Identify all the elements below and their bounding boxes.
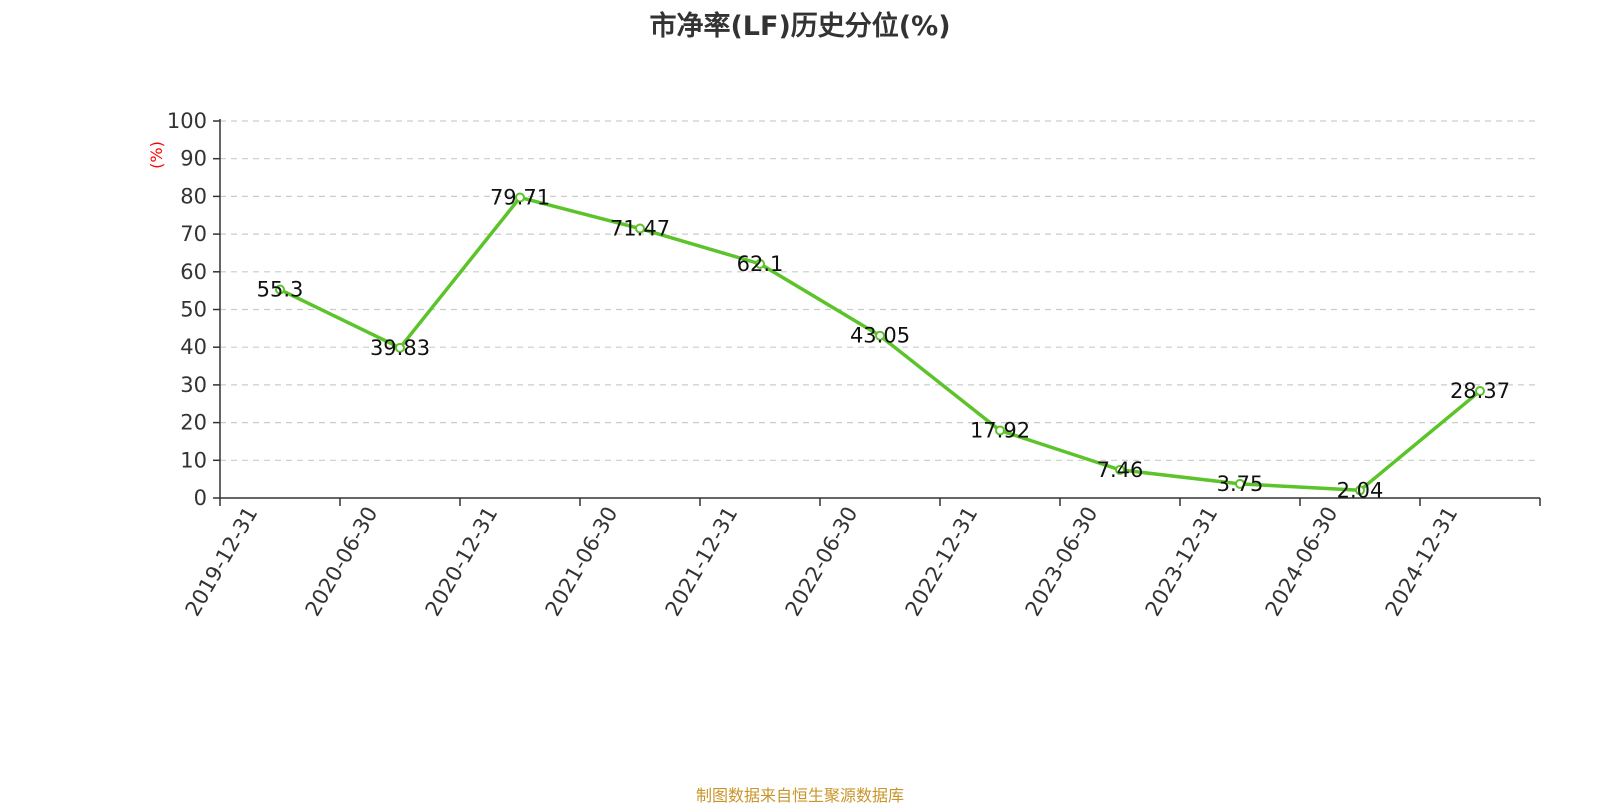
data-point xyxy=(875,330,885,341)
y-tick-label: 30 xyxy=(180,373,207,397)
y-tick-label: 70 xyxy=(180,222,207,246)
x-tick-label: 2024-06-30 xyxy=(1261,503,1343,621)
y-tick-label: 10 xyxy=(180,448,207,472)
x-tick-label: 2023-06-30 xyxy=(1021,503,1103,621)
data-label: 39.83 xyxy=(370,336,430,360)
data-label: 3.75 xyxy=(1217,472,1264,496)
data-point xyxy=(275,284,285,295)
data-label: 62.1 xyxy=(737,252,784,276)
data-label: 43.05 xyxy=(850,324,910,348)
y-tick-label: 60 xyxy=(180,260,207,284)
x-tick-label: 2020-06-30 xyxy=(301,503,383,621)
data-point xyxy=(1475,386,1485,397)
data-label: 79.71 xyxy=(490,185,550,209)
data-point xyxy=(515,192,525,203)
data-point xyxy=(755,258,765,269)
y-tick-label: 50 xyxy=(180,298,207,322)
data-label: 55.3 xyxy=(257,278,304,302)
data-labels: 55.3 39.83 79.71 71.47 62.1 43.05 17.92 7.46 3.7… xyxy=(257,185,1510,502)
data-label: 7.46 xyxy=(1097,458,1144,482)
y-tick-label: 0 xyxy=(194,486,207,510)
data-point xyxy=(1355,485,1365,496)
x-tick-label: 2022-06-30 xyxy=(781,503,863,621)
y-tick-label: 20 xyxy=(180,411,207,435)
x-tick-label: 2021-12-31 xyxy=(661,503,743,621)
x-tick-labels: 2019-12-31 2020-06-30 2020-12-31 2021-06-30… xyxy=(181,503,1463,621)
x-tick-label: 2024-12-31 xyxy=(1381,503,1463,621)
data-label: 71.47 xyxy=(610,217,670,241)
x-tick-label: 2022-12-31 xyxy=(901,503,983,621)
x-tick-label: 2019-12-31 xyxy=(181,503,263,621)
data-label: 2.04 xyxy=(1337,478,1384,502)
y-tick-label: 40 xyxy=(180,335,207,359)
data-point xyxy=(635,223,645,234)
y-axis-label: (%) xyxy=(147,141,166,169)
source-note: 制图数据来自恒生聚源数据库 xyxy=(695,786,904,805)
data-points xyxy=(275,192,1485,496)
data-label: 17.92 xyxy=(970,418,1030,442)
data-point xyxy=(395,342,405,353)
data-point xyxy=(995,425,1005,436)
y-tick-label: 90 xyxy=(180,147,207,171)
y-tick-label: 80 xyxy=(180,184,207,208)
grid-lines xyxy=(220,120,1540,461)
x-tick-label: 2020-12-31 xyxy=(421,503,503,621)
data-label: 28.37 xyxy=(1450,379,1510,403)
y-tick-labels: 0 10 20 30 40 50 60 70 80 90 100 xyxy=(167,109,207,510)
x-tick-label: 2023-12-31 xyxy=(1141,503,1223,621)
x-tick-label: 2021-06-30 xyxy=(541,503,623,621)
y-tick-label: 100 xyxy=(167,109,207,133)
data-point xyxy=(1235,478,1245,489)
axes xyxy=(213,119,1541,506)
chart-title: 市净率(LF)历史分位(%) xyxy=(649,11,951,42)
data-point xyxy=(1115,464,1125,475)
